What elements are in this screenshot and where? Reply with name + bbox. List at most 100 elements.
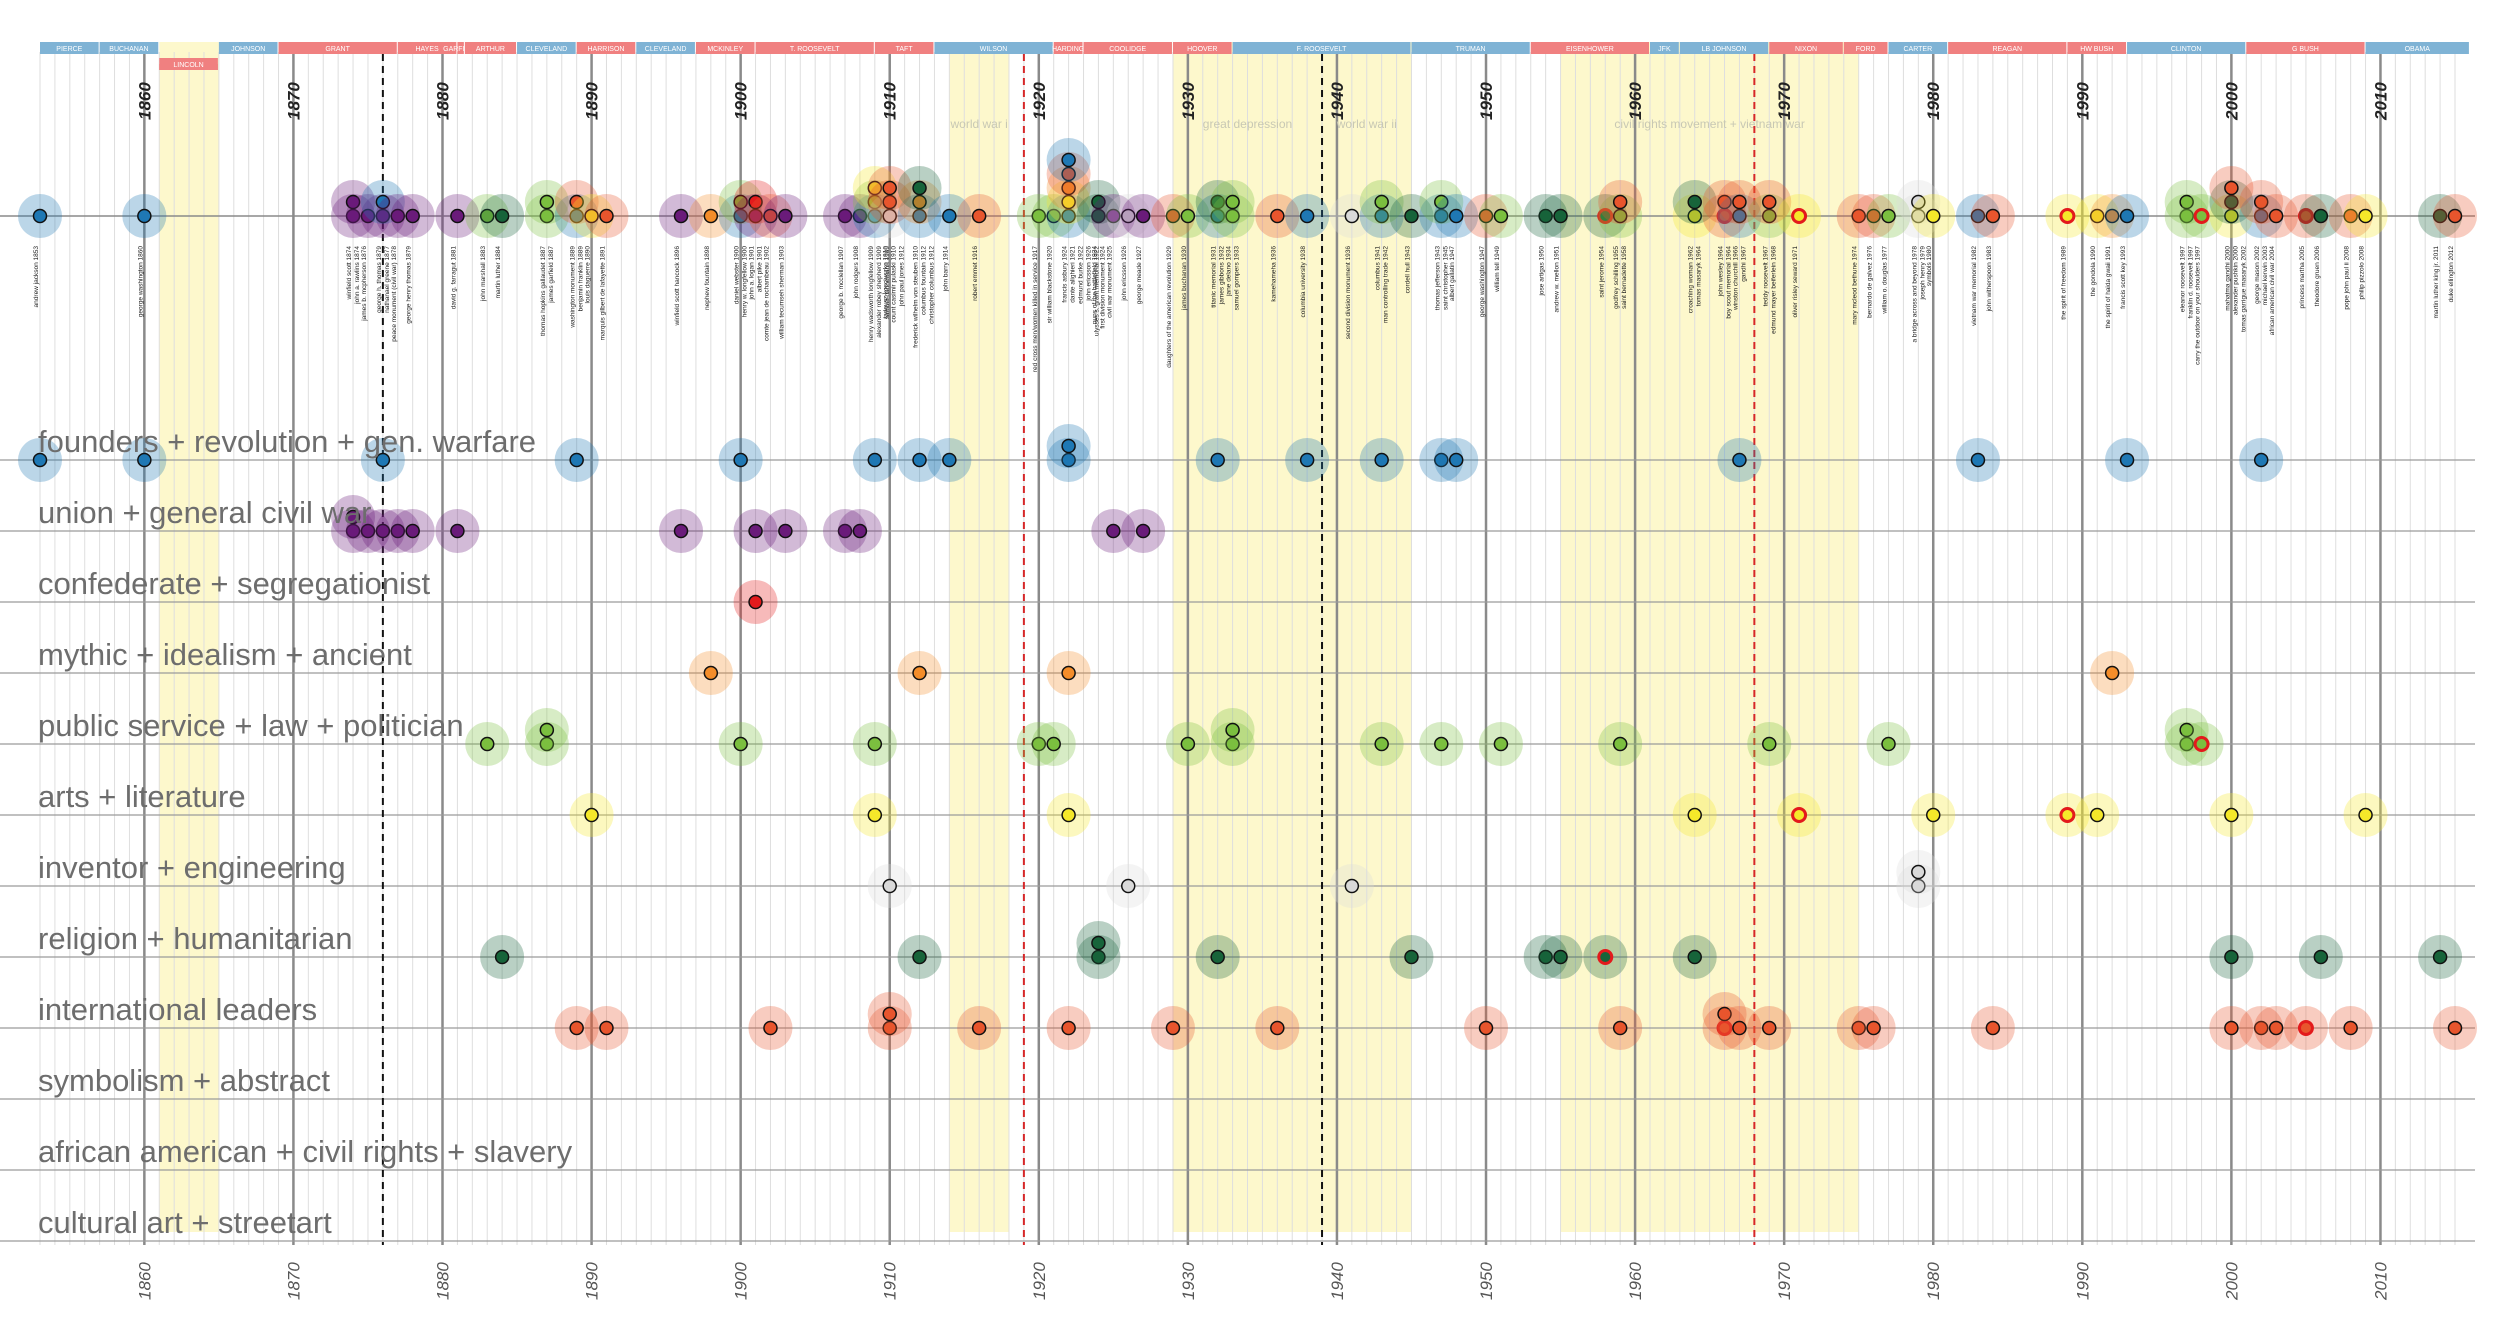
president-label: GRANT [325, 46, 350, 53]
category-point [1925, 807, 1941, 823]
president-label: T. ROOSEVELT [790, 46, 840, 53]
timeline-point [733, 208, 748, 224]
timeline-point [912, 208, 927, 224]
timeline-point [2447, 208, 2463, 224]
monument-name-label: george washington 1860 [137, 246, 144, 318]
president-bar [1083, 42, 1172, 54]
timeline-point [1061, 166, 1076, 182]
category-point [2224, 949, 2239, 965]
category-point [1716, 1020, 1733, 1036]
monument-name-label: henry wadsworth longfellow 1909 [868, 246, 875, 342]
category-point [912, 665, 927, 681]
timeline-point [1538, 208, 1553, 224]
category-point [2432, 949, 2448, 965]
timeline-point [2179, 208, 2194, 224]
timeline-point [733, 194, 748, 210]
monument-name-label: frederick wilhelm von steuben 1910 [913, 246, 920, 348]
president-bar [99, 42, 159, 54]
category-point [375, 452, 391, 468]
timeline-point [2119, 208, 2135, 224]
category-point [1553, 949, 1568, 965]
timeline-point [137, 208, 152, 224]
monument-name-label: martin luther king jr. 2011 [2433, 246, 2440, 319]
category-point [1851, 1020, 1866, 1036]
category-point [882, 1006, 897, 1022]
timeline-point [1210, 194, 1225, 210]
timeline-point [1061, 208, 1076, 224]
monument-name-label: man controlling trade 1942 [1383, 246, 1390, 323]
category-point [405, 523, 420, 539]
category-point [1135, 523, 1151, 539]
decade-label-top: 1890 [583, 82, 602, 120]
timeline-point [1970, 208, 1986, 224]
category-label-symbolism: symbolism + abstract [38, 1063, 330, 1098]
category-point [2224, 1020, 2239, 1036]
monument-name-label: george b. mcclellan 1907 [838, 246, 845, 319]
timeline-point [2297, 208, 2314, 224]
decade-label-bottom: 1970 [1775, 1262, 1794, 1300]
category-point [1165, 1020, 1181, 1036]
category-point [1225, 722, 1240, 738]
monument-name-label: saint jerome 1954 [1598, 246, 1605, 298]
category-point [971, 1020, 987, 1036]
timeline-point [837, 208, 853, 224]
monument-name-label: andrew jackson 1853 [33, 246, 40, 308]
category-point [450, 523, 465, 539]
timeline-point [599, 208, 614, 224]
category-point [1374, 736, 1389, 752]
timeline-point [1225, 208, 1240, 224]
president-bar [2246, 42, 2365, 54]
category-point [2358, 807, 2373, 823]
monument-name-label: william tell 1949 [1494, 246, 1501, 293]
monument-name-labels: andrew jackson 1853 george washington 186… [33, 246, 2455, 372]
timeline-point [1687, 208, 1702, 224]
event-label: world war i [949, 117, 1007, 131]
monument-name-label: joseph henry 1979 [1919, 246, 1926, 301]
category-point [1911, 864, 1926, 880]
president-bar [636, 42, 695, 54]
category-point [1732, 1020, 1747, 1036]
timeline-point [2432, 208, 2448, 224]
timeline-point [390, 208, 406, 224]
timeline-point [1925, 208, 1941, 224]
category-point [375, 523, 391, 539]
timeline-point [1344, 208, 1360, 224]
monument-name-label: jose artigas 1950 [1539, 246, 1546, 297]
decade-label-bottom: 2000 [2222, 1262, 2241, 1301]
decade-label-bottom: 1940 [1328, 1262, 1347, 1300]
decade-label-bottom: 1890 [583, 1262, 602, 1300]
timeline-point [1881, 208, 1896, 224]
president-label: LB JOHNSON [1702, 46, 1747, 53]
president-bar [576, 42, 636, 54]
president-label: MCKINLEY [707, 46, 743, 53]
decade-label-bottom: 2010 [2371, 1262, 2390, 1301]
president-bar [2127, 42, 2246, 54]
decade-label-bottom: 1910 [881, 1262, 900, 1300]
monument-name-label: gandhi 1967 [1740, 246, 1747, 282]
timeline-point [360, 208, 376, 224]
category-point [2253, 1020, 2269, 1036]
category-point [1762, 736, 1777, 752]
monument-name-label: samuel gompers 1933 [1234, 246, 1241, 311]
timeline-point [2268, 208, 2284, 224]
category-point [1911, 878, 1926, 894]
monument-name-label: robert emmet 1916 [972, 246, 979, 301]
timeline-point [748, 208, 763, 224]
category-label-international: international leaders [38, 992, 317, 1027]
monument-name-label: croaching woman 1962 [1688, 246, 1695, 314]
category-label-public: public service + law + politician [38, 708, 464, 743]
decade-label-top: 1970 [1775, 82, 1794, 120]
monument-name-label: theodore gruen 2006 [2314, 246, 2321, 307]
president-label: HARDING [1052, 46, 1084, 53]
category-point [703, 665, 719, 681]
timeline-point [32, 208, 48, 224]
president-bar [1411, 42, 1530, 54]
timeline-point [1762, 194, 1777, 210]
timeline-point [1911, 194, 1926, 210]
category-point [539, 722, 555, 738]
president-bar [457, 42, 464, 54]
monument-name-label: louis daguerre 1890 [585, 246, 592, 304]
category-point [1046, 736, 1061, 752]
monument-name-label: thomas jefferson 1943 [1434, 246, 1441, 311]
